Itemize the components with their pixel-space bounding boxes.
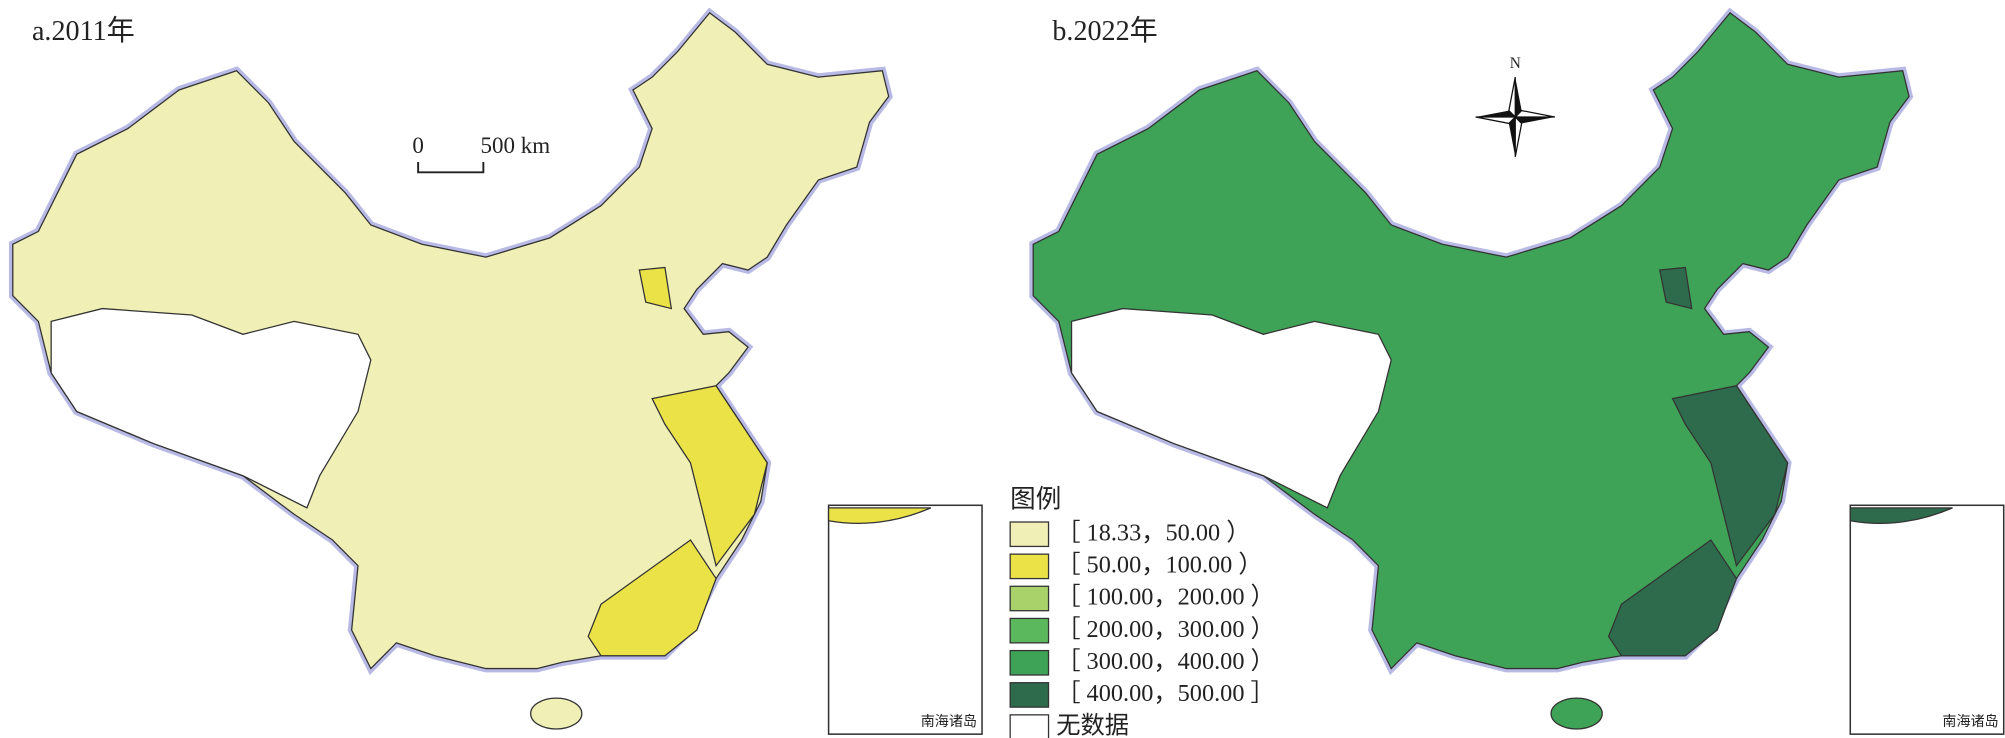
panel-title: b.2022年 [1052,15,1157,47]
panel-title: a.2011年 [32,15,135,47]
province [638,266,673,310]
province [651,384,768,568]
legend-label: 无数据 [1056,712,1129,738]
legend-label: ［ 100.00，200.00 ） [1056,584,1275,611]
country [12,11,890,670]
hainan [1550,697,1603,730]
legend-swatch [1009,585,1050,612]
legend-label: ［ 50.00，100.00 ） [1056,552,1262,579]
legend-label: ［ 18.33，50.00 ） [1056,519,1250,546]
north-arrow [1475,77,1556,157]
province-map [1029,7,1914,730]
legend-swatch [1009,714,1050,738]
inset-coast [827,507,932,524]
province [1671,384,1789,568]
legend-swatch [1009,521,1050,548]
scale-label: 0 [412,132,423,158]
legend-title: 图例 [1010,484,1061,513]
scale-label: 500 km [480,132,550,158]
legend-swatch [1009,553,1050,580]
province-map [8,7,893,730]
legend-label: ［ 400.00，500.00 ］ [1056,680,1275,707]
province [587,539,717,657]
legend-swatch [1009,617,1050,644]
province [1607,539,1738,657]
province [1658,266,1693,310]
no-data-region [50,307,372,509]
inset-coast [1849,507,1953,524]
inset-label: 南海诸岛 [1942,714,1998,730]
inset-label: 南海诸岛 [921,714,977,730]
no-data-region [1070,307,1392,509]
inset-frame [827,504,983,735]
legend-swatch [1009,649,1050,676]
legend-swatch [1009,682,1050,708]
legend-label: ［ 200.00，300.00 ） [1056,616,1275,643]
scale-bar [417,162,485,174]
hainan [530,697,583,730]
inset-frame [1849,504,2005,735]
country [1032,11,1910,670]
legend-label: ［ 300.00，400.00 ） [1056,648,1275,675]
north-label: N [1510,55,1521,72]
